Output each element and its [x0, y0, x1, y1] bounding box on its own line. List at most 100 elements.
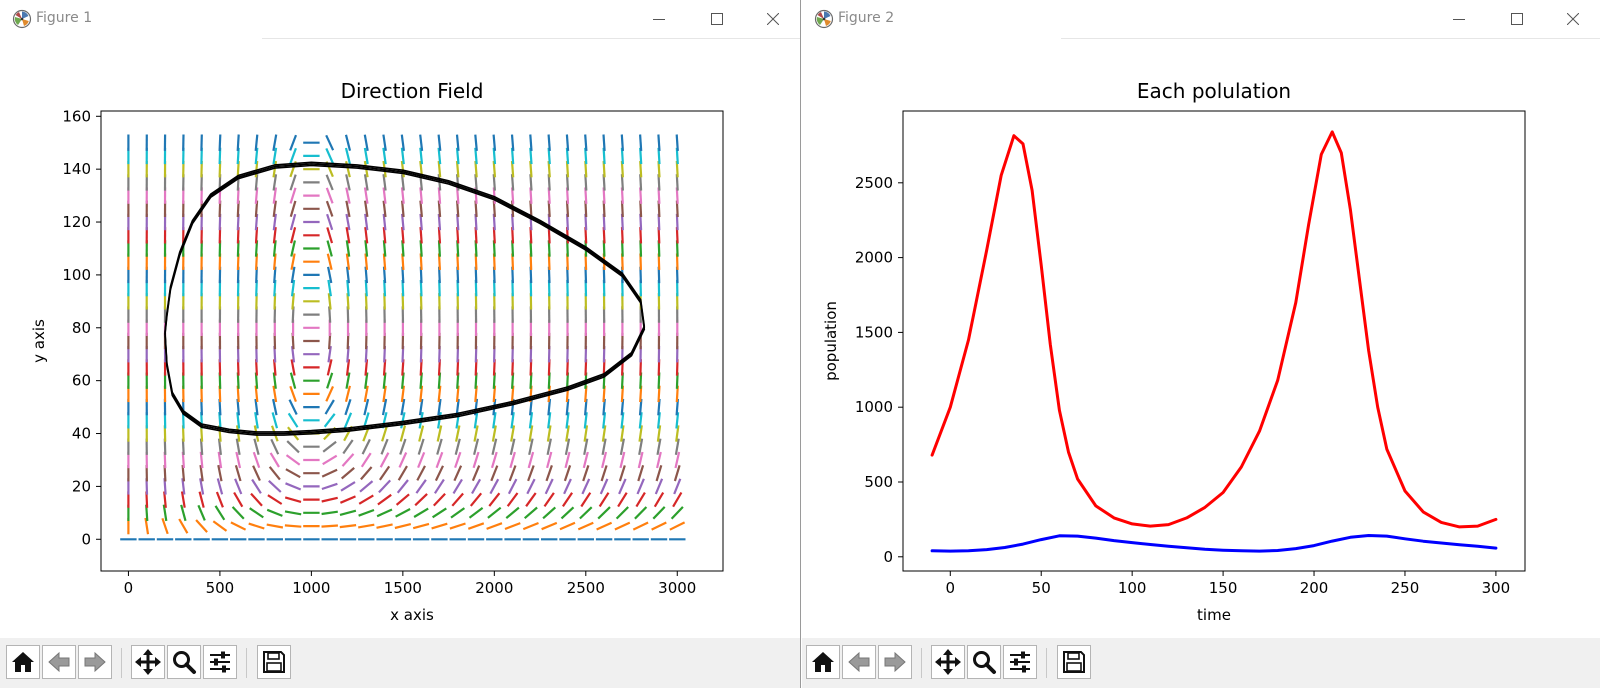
figure-canvas[interactable]: 0 50 100 150 200 250 300 0 500 1000 1500 2000 2500 E… [802, 39, 1600, 638]
direction-segment [287, 412, 299, 428]
direction-segment [583, 438, 589, 456]
direction-segment [363, 398, 370, 416]
direction-segment [528, 425, 534, 442]
direction-segment [249, 507, 264, 519]
minimize-button[interactable] [636, 0, 682, 38]
y-tick-label: 2500 [855, 174, 893, 192]
direction-segment [546, 451, 553, 469]
population-chart[interactable]: 0 50 100 150 200 250 300 0 500 1000 1500 2000 2500 E… [802, 39, 1600, 638]
minimize-button[interactable] [1436, 0, 1482, 38]
direction-segment [360, 466, 373, 481]
direction-segment [326, 359, 333, 376]
back-button[interactable] [842, 645, 876, 679]
direction-segment [321, 524, 338, 528]
zoom-button[interactable] [967, 645, 1001, 679]
close-icon [1567, 13, 1579, 25]
direction-segment [251, 478, 262, 494]
title-bar[interactable]: Figure 2 [802, 0, 1600, 38]
y-tick-label: 1500 [855, 323, 893, 341]
direction-segment [396, 479, 409, 494]
direction-segment [382, 134, 387, 151]
direction-segment [602, 412, 607, 429]
configure-subplots-icon [1010, 651, 1030, 673]
x-axis-label: x axis [390, 606, 434, 624]
pan-button[interactable] [931, 645, 965, 679]
direction-segment [290, 266, 296, 284]
direction-segment [199, 478, 205, 495]
forward-button[interactable] [78, 645, 112, 679]
direction-segment [359, 480, 374, 493]
forward-button[interactable] [878, 645, 912, 679]
direction-segment [473, 425, 479, 442]
direction-segment [325, 174, 334, 191]
direction-segment [363, 174, 369, 191]
direction-segment [217, 464, 223, 482]
home-button[interactable] [6, 645, 40, 679]
direction-segment [344, 385, 351, 403]
direction-segment [418, 398, 424, 416]
y-tick-label: 40 [72, 425, 91, 443]
direction-segment [419, 385, 424, 403]
direction-segment [325, 200, 334, 217]
figure-canvas[interactable]: 0 500 1000 1500 2000 2500 3000 0 20 40 60 80 100 120 1… [0, 39, 800, 638]
direction-segment [435, 451, 444, 469]
direction-segment [673, 478, 682, 495]
maximize-button[interactable] [1494, 0, 1540, 38]
direction-segment [254, 174, 259, 191]
title-bar[interactable]: Figure 1 [0, 0, 800, 38]
direction-segment [437, 412, 442, 429]
maximize-button[interactable] [694, 0, 740, 38]
direction-segment [619, 438, 625, 456]
save-button[interactable] [1057, 645, 1091, 679]
home-button[interactable] [806, 645, 840, 679]
direction-segment [212, 520, 228, 532]
direction-segment [433, 478, 445, 494]
direction-segment [198, 491, 205, 508]
direction-field-chart[interactable]: 0 500 1000 1500 2000 2500 3000 0 20 40 60 80 100 120 1… [0, 39, 801, 638]
direction-segment [289, 372, 297, 389]
direction-segment [601, 451, 608, 469]
direction-segment [656, 438, 662, 455]
configure-subplots-button[interactable] [1003, 645, 1037, 679]
direction-segment [254, 398, 259, 416]
save-icon [263, 651, 285, 673]
direction-segment [178, 518, 189, 534]
direction-segment [598, 492, 610, 508]
navigation-toolbar [0, 638, 800, 688]
direction-segment [601, 425, 607, 442]
direction-segment [345, 213, 351, 231]
close-button[interactable] [1550, 0, 1596, 38]
direction-segment [413, 507, 429, 518]
direction-segment [561, 492, 574, 508]
direction-segment [620, 134, 624, 151]
save-button[interactable] [257, 645, 291, 679]
direction-segment [326, 213, 334, 231]
x-tick-label: 2500 [567, 579, 605, 597]
direction-segment [399, 425, 407, 442]
navigation-toolbar [802, 638, 1600, 688]
direction-segment [230, 521, 247, 531]
back-button[interactable] [42, 645, 76, 679]
direction-segment [289, 174, 297, 191]
back-icon [848, 651, 870, 673]
direction-segment [437, 187, 442, 204]
direction-segment [195, 519, 208, 533]
direction-segment [252, 451, 261, 469]
direction-segment [651, 521, 667, 531]
series-line [164, 163, 646, 435]
configure-subplots-button[interactable] [203, 645, 237, 679]
zoom-button[interactable] [167, 645, 201, 679]
direction-segment [345, 200, 351, 218]
direction-segment [322, 440, 337, 453]
direction-segment [564, 451, 571, 469]
direction-segment [563, 465, 572, 482]
direction-segment [437, 160, 442, 178]
direction-segment [528, 438, 534, 456]
minimize-icon [1453, 19, 1465, 20]
direction-segment [345, 359, 351, 376]
close-button[interactable] [750, 0, 796, 38]
pan-button[interactable] [131, 645, 165, 679]
direction-segment [398, 452, 408, 468]
x-tick-label: 1000 [292, 579, 330, 597]
direction-segment [236, 412, 241, 429]
